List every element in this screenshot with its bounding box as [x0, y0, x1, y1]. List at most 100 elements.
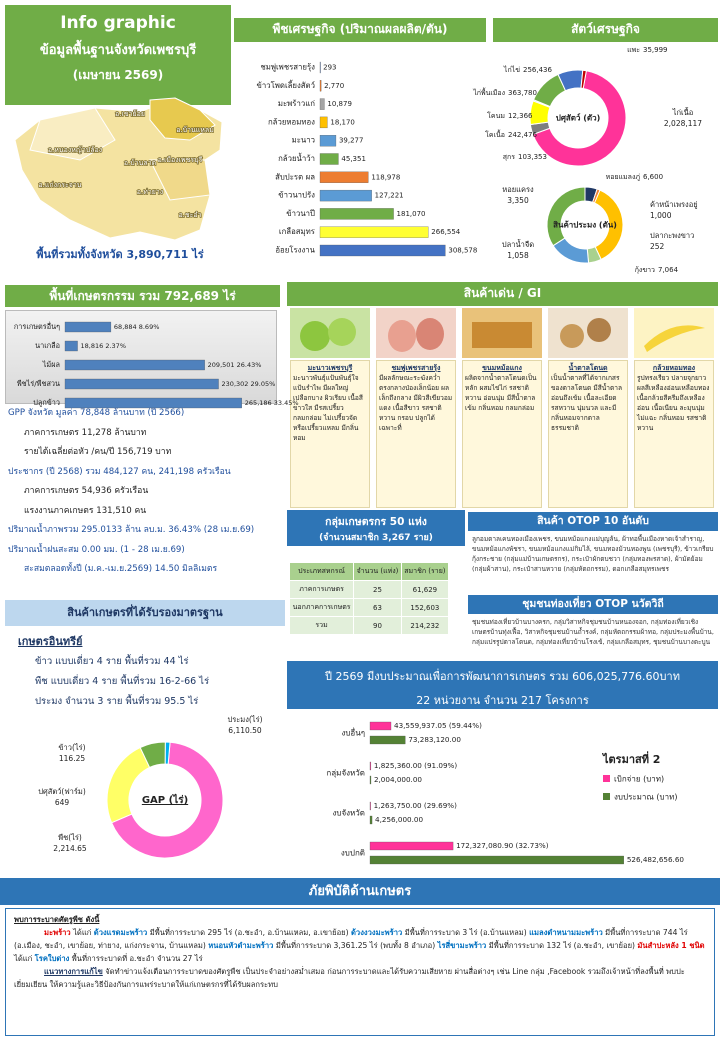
slice-value: 2,028,117	[664, 119, 702, 128]
certified-line: ข้าว แบบเดี่ยว 4 ราย พื้นที่รวม 44 ไร่	[35, 656, 189, 667]
slice-value: 252	[650, 242, 665, 251]
district-label: อ.ท่ายาง	[137, 188, 163, 196]
gpp-line: GPP จังหวัด มูลค่า 78,848 ล้านบาท (ปี 25…	[8, 408, 185, 418]
gpp-line: ประชากร (ปี 2568) รวม 484,127 คน, 241,19…	[8, 466, 231, 477]
bar	[319, 61, 321, 74]
total-area: พื้นที่รวมทั้งจังหวัด 3,890,711 ไร่	[36, 248, 204, 261]
gi-item-title: น้ำตาลโตนด	[568, 364, 608, 372]
image-lime-fruit	[328, 318, 356, 346]
value-label: 43,559,937.05 (59.44%)	[394, 721, 482, 730]
slice-label: ค้าหน้าเพรงอยู่	[650, 200, 698, 209]
slice-value: 256,436	[523, 66, 552, 74]
slice-value: 6,600	[643, 173, 663, 181]
category-label: ข้าวนาปรัง	[278, 191, 315, 200]
budget-line: 22 หน่วยงาน จำนวน 217 โครงการ	[416, 694, 589, 707]
category-label: สับปะรด ผล	[275, 172, 315, 181]
pest-segment: พื้นที่การระบาดที่ อ.ชะอำ จำนวน 27 ไร่	[69, 954, 203, 963]
gpp-line: แรงงานภาคเกษตร 131,510 คน	[24, 505, 147, 516]
slice-label: พืช(ไร่)	[58, 833, 82, 842]
value-label: 2,770	[324, 82, 344, 90]
category-label: งบอื่นๆ	[341, 727, 365, 738]
pie-slice	[532, 70, 627, 167]
table-cell: 90	[353, 616, 402, 635]
pest-segment: มีพื้นที่การระบาด 295 ไร่ (อ.ชะอำ, อ.บ้า…	[147, 928, 351, 937]
district-label: อ.ชะอำ	[178, 211, 201, 219]
table-header-cell: จำนวน (แห่ง)	[353, 562, 402, 581]
image-rose-apple	[376, 308, 456, 358]
gi-item-title: กล้วยหอมทอง	[652, 364, 696, 372]
pie-slice	[586, 246, 602, 264]
header-subtitle: ข้อมูลพื้นฐานจังหวัดเพชรบุรี	[39, 43, 197, 58]
gi-images	[290, 308, 714, 358]
value-label: 39,277	[339, 137, 364, 145]
district-label: อ.บ้านแหลม	[176, 126, 214, 134]
pie-slice	[557, 69, 584, 92]
bar	[319, 153, 339, 165]
value-label: 266,554	[431, 228, 460, 236]
certified-subtitle: เกษตรอินทรีย์	[18, 635, 83, 648]
table-cell: รวม	[288, 616, 355, 635]
value-label: 127,221	[375, 192, 404, 200]
disaster-box: พบการระบาดศัตรูพืช ดังนี้ มะพร้าว ได้แก่…	[5, 908, 715, 1036]
groups-subtitle: (จำนวนสมาชิก 3,267 ราย)	[319, 533, 433, 543]
community-text: ชุมชนท่องเที่ยวบ้านบางครก, กลุ่มวิสาหกิจ…	[472, 618, 714, 646]
slice-value: 6,110.50	[228, 726, 262, 735]
district-shape	[29, 107, 116, 161]
gpp-line: ภาคการเกษตร 11,278 ล้านบาท	[24, 427, 147, 438]
pest-segment: มันสำปะหลัง 1 ชนิด	[637, 941, 705, 950]
slice-value: 1,000	[650, 211, 672, 220]
gi-title: สินค้าเด่น / GI	[287, 282, 718, 306]
pie-slice	[532, 73, 567, 108]
district-label: อ.หนองหญ้าปล้อง	[48, 146, 102, 154]
pie-slice	[593, 189, 624, 261]
district-label: อ.บ้านลาด	[124, 159, 156, 167]
pie-slice	[164, 741, 171, 765]
pie-slice	[532, 99, 551, 108]
value-label: 526,482,656.60	[627, 855, 685, 864]
image-sugar	[587, 318, 611, 342]
pie-slice	[584, 186, 598, 203]
certified-lines: ข้าว แบบเดี่ยว 4 ราย พื้นที่รวม 44 ไร่ พื…	[35, 652, 280, 712]
value-label: 308,578	[448, 247, 477, 255]
bar	[369, 775, 372, 785]
pest-text: มะพร้าว ได้แก่ ด้วงแรดมะพร้าว มีพื้นที่ก…	[14, 926, 706, 965]
value-label: 2,004,000.00	[374, 775, 422, 784]
slice-value: 35,999	[643, 46, 668, 54]
pest-segment: แมลงดำหนามมะพร้าว	[529, 928, 603, 937]
pest-segment: ไรสี่ขามะพร้าว	[437, 941, 487, 950]
header-date: (เมษายน 2569)	[72, 68, 164, 82]
gi-item-text: รูปทรงเรียว ปลายจุกยาว ผลสีเหลืองอ่อนเหล…	[637, 374, 710, 432]
gpp-line: ภาคการเกษตร 54,936 ครัวเรือน	[24, 486, 149, 496]
gpp-line: สะสมตลอดทั้งปี (ม.ค.-เม.ย.2569) 14.50 มิ…	[24, 564, 218, 574]
bar	[369, 735, 406, 745]
gi-item-title: มะนาวเพชรบุรี	[307, 364, 353, 372]
bar	[319, 244, 446, 257]
slice-value: 103,353	[518, 153, 547, 161]
category-label: อ้อยโรงงาน	[275, 246, 315, 255]
budget-line: ปี 2569 มีงบประมาณเพื่อการพัฒนาการเกษตร …	[325, 670, 680, 683]
table-header-cell: ประเภทสหกรณ์	[288, 562, 355, 581]
table-cell: 152,603	[400, 598, 450, 617]
slice-label: โคเนื้อ	[485, 128, 505, 139]
pest-segment: ด้วงงวงมะพร้าว	[351, 928, 403, 937]
pie-slice	[139, 741, 166, 769]
image-custard-tray	[472, 322, 532, 348]
gpp-line: ปริมาณน้ำฝนสะสม 0.00 มม. (1 - 28 เม.ย.69…	[8, 544, 185, 555]
table-header-cell: สมาชิก (ราย)	[400, 562, 450, 581]
image-lime-fruit	[300, 321, 330, 351]
value-label: 45,351	[341, 155, 366, 163]
bar	[319, 189, 372, 202]
gpp: GPP จังหวัด มูลค่า 78,848 ล้านบาท (ปี 25…	[8, 404, 285, 596]
pest-segment: มีพื้นที่การระบาด 132 ไร่ (อ.ชะอำ, เขาย้…	[486, 941, 638, 950]
solution-text: จัดทำข่าวแจ้งเตือนการระบาดของศัตรูพืช เป…	[14, 967, 685, 989]
slice-label: ไก่เนื้อ	[672, 107, 694, 117]
header: Info graphic ข้อมูลพื้นฐานจังหวัดเพชรบุร…	[5, 5, 231, 105]
legend-swatch	[603, 775, 610, 782]
value-label: 10,879	[327, 100, 352, 108]
bar	[369, 841, 454, 851]
slice-label: ปลากะพงขาว	[650, 231, 694, 240]
slice-label: ไก่พื้นเมือง	[472, 86, 505, 97]
province	[14, 97, 223, 241]
value-label: 73,283,120.00	[408, 735, 461, 744]
